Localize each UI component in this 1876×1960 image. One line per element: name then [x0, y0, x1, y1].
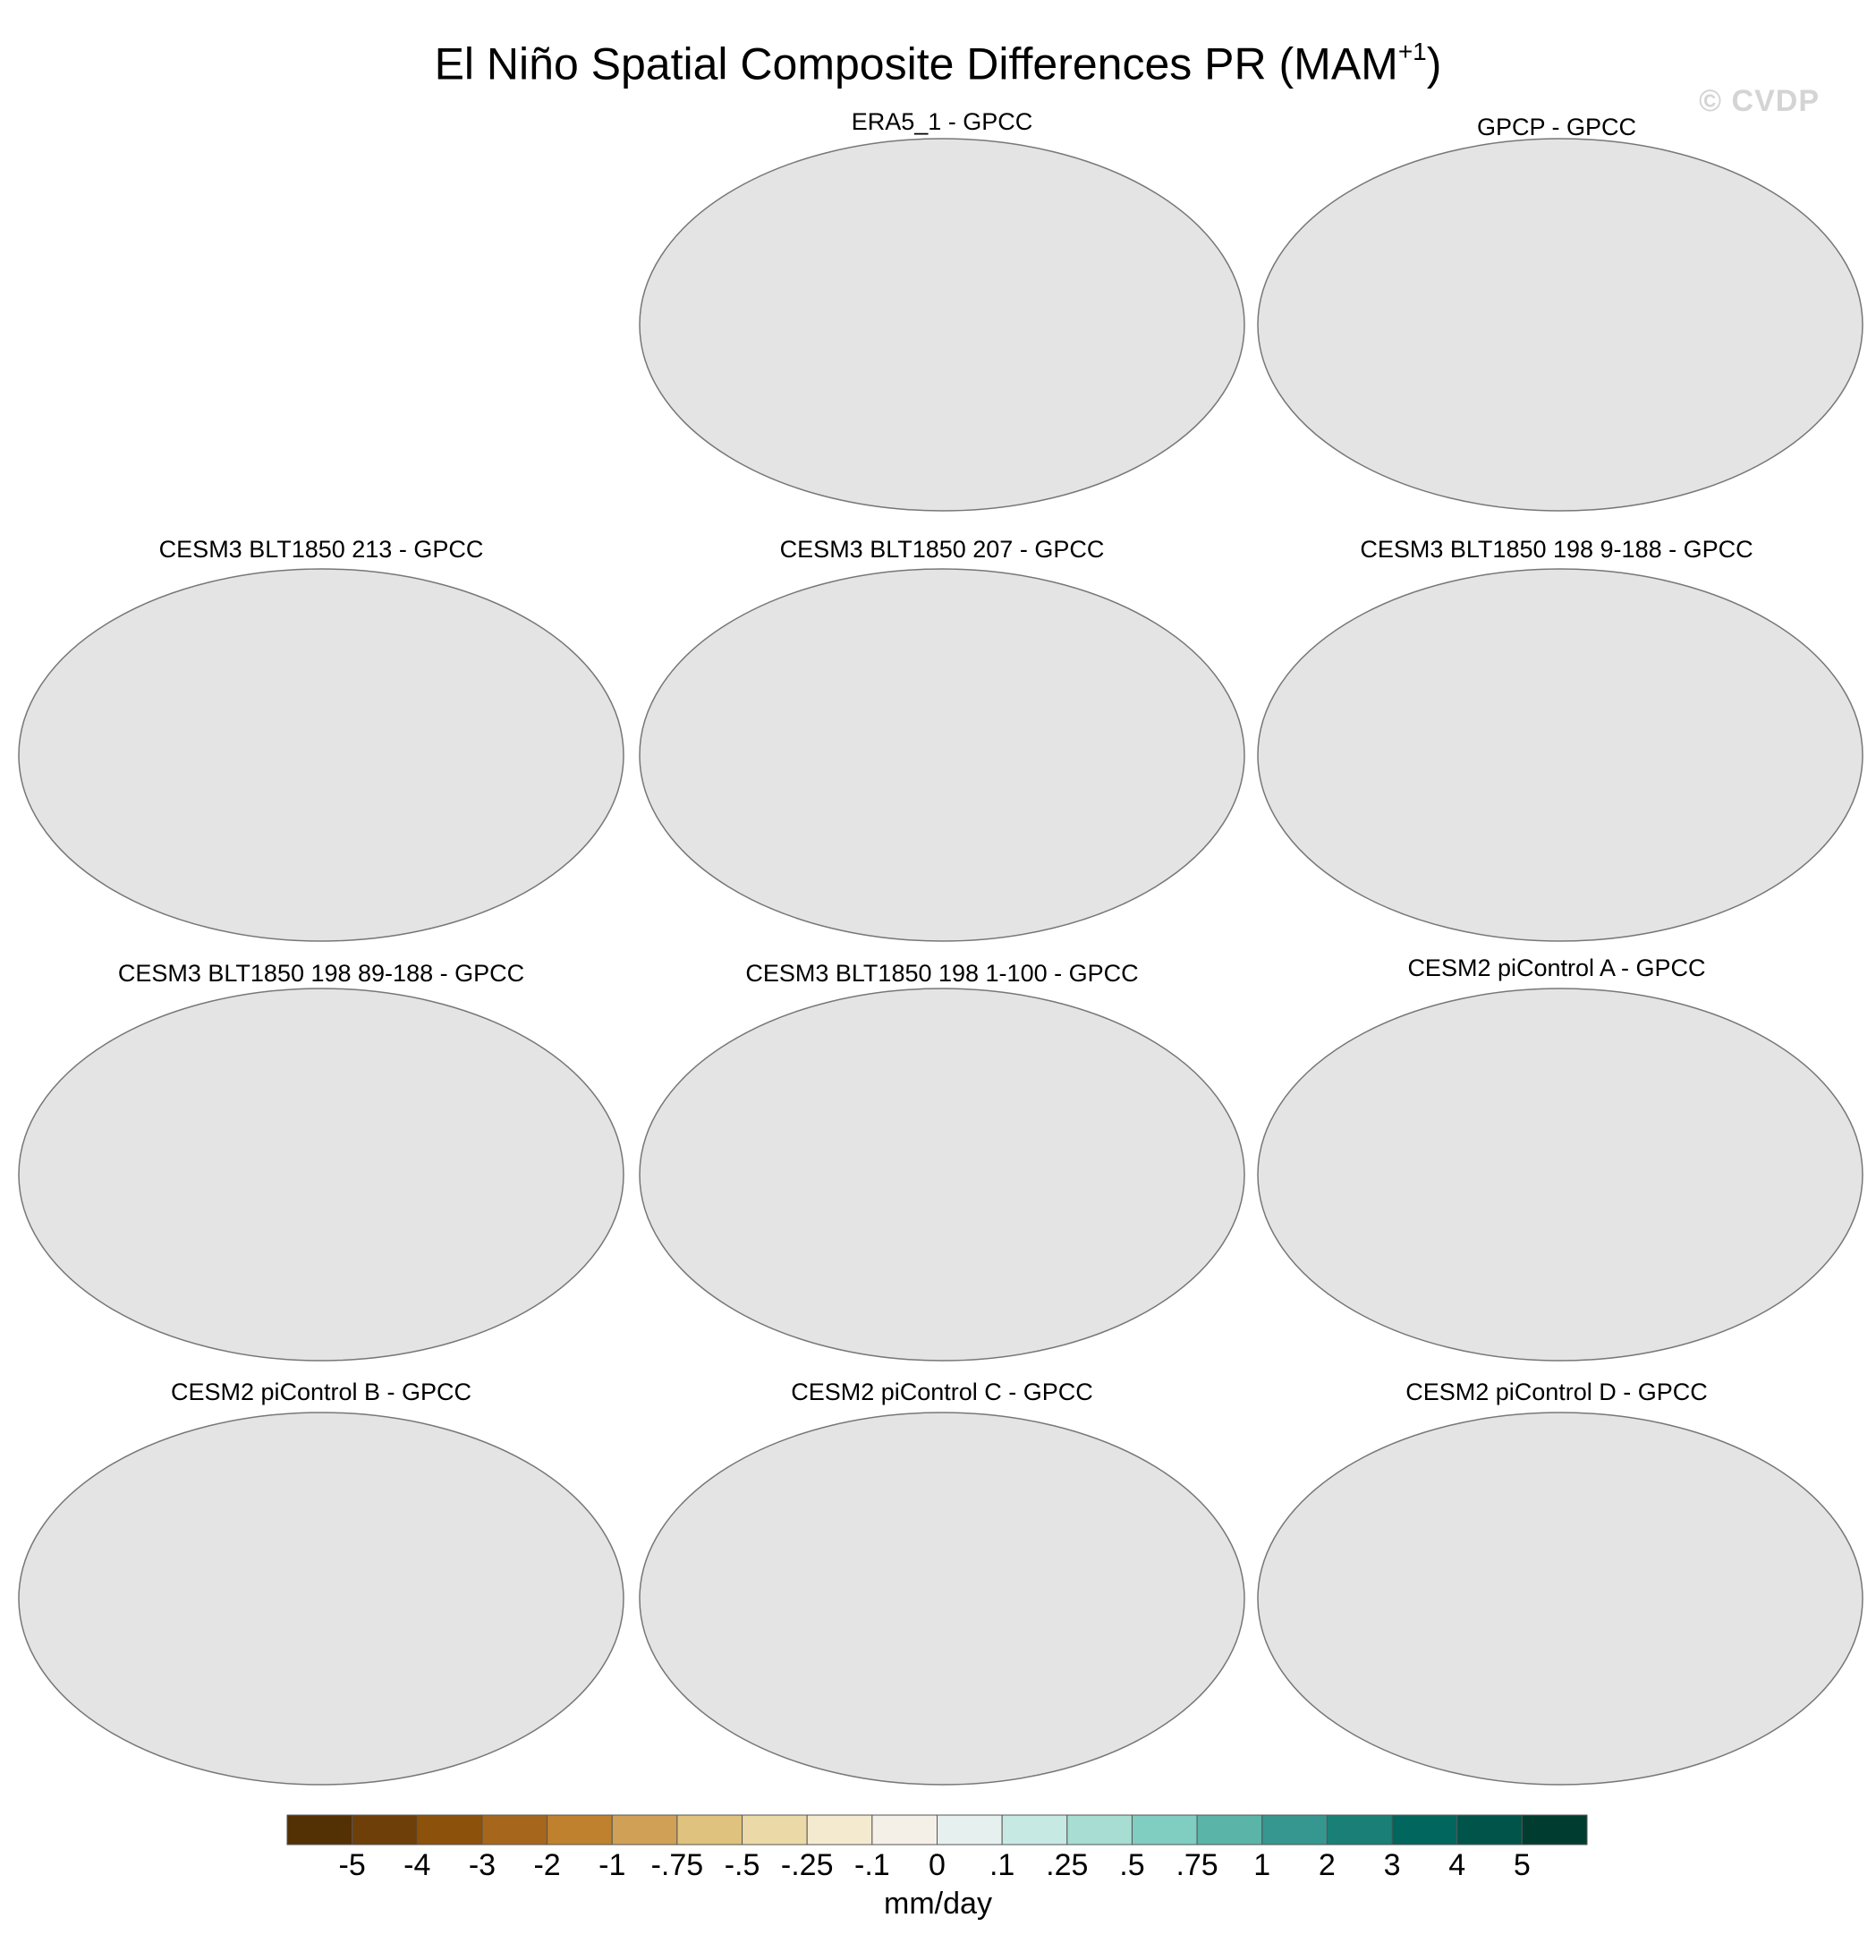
- colorbar-tick-label: -4: [403, 1848, 431, 1882]
- map-cesm3-207: [639, 568, 1245, 942]
- colorbar-tick-label: 3: [1383, 1848, 1401, 1882]
- colorbar-box: [1391, 1814, 1458, 1845]
- colorbar-box: [1196, 1814, 1263, 1845]
- colorbar-tick-label: 0: [929, 1848, 946, 1882]
- figure-title-superscript: +1: [1397, 38, 1427, 65]
- panel-title-cesm2-b: CESM2 piControl B - GPCC: [170, 1379, 472, 1405]
- ocean: [640, 569, 1244, 941]
- colorbar-tick-label: -.75: [650, 1848, 704, 1882]
- colorbar-tick-label: 4: [1448, 1848, 1466, 1882]
- panel-title-cesm3-207: CESM3 BLT1850 207 - GPCC: [779, 536, 1105, 563]
- map-gpcp: [1257, 138, 1863, 512]
- ocean: [640, 1413, 1244, 1785]
- colorbar-tick-label: .5: [1119, 1848, 1145, 1882]
- ocean: [19, 569, 624, 941]
- panel-title-cesm3-198-1-100: CESM3 BLT1850 198 1-100 - GPCC: [745, 960, 1139, 987]
- map-cesm3-198-9-188: [1257, 568, 1863, 942]
- colorbar-box: [1261, 1814, 1328, 1845]
- colorbar-tick-label: 5: [1513, 1848, 1531, 1882]
- ocean: [19, 988, 624, 1361]
- colorbar-tick-label: -3: [468, 1848, 497, 1882]
- map-cesm2-b: [18, 1412, 624, 1786]
- colorbar-box: [1066, 1814, 1133, 1845]
- panel-title-cesm3-198-9-188: CESM3 BLT1850 198 9-188 - GPCC: [1360, 536, 1753, 563]
- colorbar-box: [547, 1814, 613, 1845]
- map-cesm3-198-89-188: [18, 988, 624, 1362]
- map-border: [1257, 568, 1863, 942]
- figure-title-suffix: ): [1426, 38, 1442, 89]
- colorbar-tick-label: -2: [533, 1848, 561, 1882]
- panel-title-cesm3-213: CESM3 BLT1850 213 - GPCC: [158, 536, 484, 563]
- colorbar-box: [806, 1814, 873, 1845]
- panel-title-cesm2-d: CESM2 piControl D - GPCC: [1405, 1379, 1708, 1405]
- colorbar-units: mm/day: [884, 1887, 992, 1921]
- colorbar-box: [1456, 1814, 1523, 1845]
- ocean: [640, 139, 1244, 511]
- ocean: [1258, 569, 1863, 941]
- colorbar-box: [1326, 1814, 1393, 1845]
- colorbar-box: [937, 1814, 1003, 1845]
- figure-title: El Niño Spatial Composite Differences PR…: [0, 29, 1876, 91]
- figure-title-text: El Niño Spatial Composite Differences PR…: [434, 38, 1398, 89]
- panel-title-cesm2-a: CESM2 piControl A - GPCC: [1407, 955, 1706, 981]
- colorbar-tick-label: 1: [1253, 1848, 1271, 1882]
- map-border: [18, 568, 624, 942]
- map-border: [639, 988, 1245, 1362]
- colorbar-box: [1521, 1814, 1588, 1845]
- ocean: [1258, 988, 1863, 1361]
- panel-title-cesm3-198-89-188: CESM3 BLT1850 198 89-188 - GPCC: [117, 960, 525, 987]
- map-border: [1257, 1412, 1863, 1786]
- colorbar-tick-label: -.5: [724, 1848, 760, 1882]
- colorbar-tick-label: -1: [598, 1848, 626, 1882]
- ocean: [640, 988, 1244, 1361]
- colorbar-box: [286, 1814, 353, 1845]
- colorbar-tick-label: .25: [1046, 1848, 1089, 1882]
- colorbar-box: [481, 1814, 548, 1845]
- map-border: [18, 1412, 624, 1786]
- colorbar-box: [611, 1814, 678, 1845]
- map-cesm2-c: [639, 1412, 1245, 1786]
- map-border: [1257, 138, 1863, 512]
- cvdp-watermark: © CVDP: [1699, 84, 1820, 118]
- map-cesm3-213: [18, 568, 624, 942]
- map-border: [639, 568, 1245, 942]
- ocean: [1258, 139, 1863, 511]
- ocean: [1258, 1413, 1863, 1785]
- colorbar-box: [676, 1814, 743, 1845]
- colorbar-tick-label: .1: [989, 1848, 1015, 1882]
- colorbar-box: [1131, 1814, 1198, 1845]
- colorbar-tick-label: .75: [1176, 1848, 1218, 1882]
- colorbar-box: [1001, 1814, 1068, 1845]
- panel-title-cesm2-c: CESM2 piControl C - GPCC: [791, 1379, 1093, 1405]
- map-cesm2-d: [1257, 1412, 1863, 1786]
- map-border: [18, 988, 624, 1362]
- map-cesm3-198-1-100: [639, 988, 1245, 1362]
- colorbar-box: [416, 1814, 483, 1845]
- colorbar-box: [742, 1814, 808, 1845]
- colorbar-box: [352, 1814, 418, 1845]
- colorbar-box: [871, 1814, 938, 1845]
- map-cesm2-a: [1257, 988, 1863, 1362]
- colorbar-tick-label: -.25: [780, 1848, 834, 1882]
- map-border: [639, 1412, 1245, 1786]
- map-border: [639, 138, 1245, 512]
- panel-title-gpcp: GPCP - GPCC: [1476, 114, 1637, 140]
- map-border: [1257, 988, 1863, 1362]
- colorbar-tick-label: -.1: [854, 1848, 890, 1882]
- ocean: [19, 1413, 624, 1785]
- colorbar-tick-label: 2: [1318, 1848, 1336, 1882]
- colorbar-tick-label: -5: [338, 1848, 366, 1882]
- map-era5: [639, 138, 1245, 512]
- panel-title-era5: ERA5_1 - GPCC: [851, 108, 1033, 135]
